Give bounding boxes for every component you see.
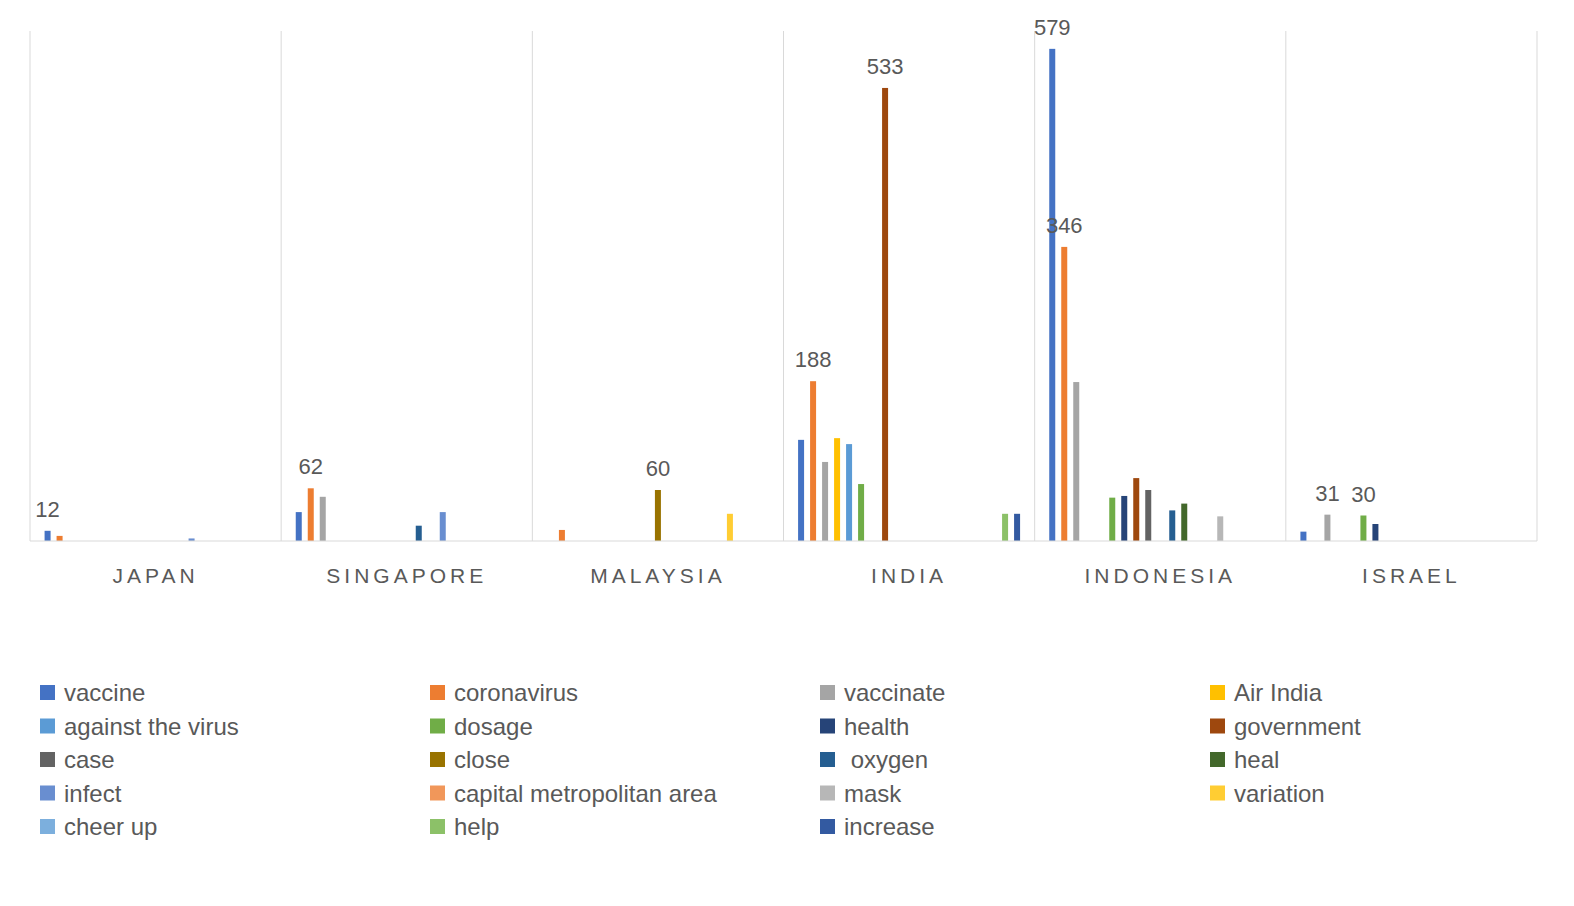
data-labels: 12 579 62 188 346 31 30 533 60 [35,15,1375,522]
bar [1121,496,1127,541]
legend-swatch [430,786,445,801]
chart: 12 579 62 188 346 31 30 533 60 JAPAN SINGAPORE MALA… [0,0,1574,906]
legend-swatch [40,786,55,801]
data-label: 12 [35,497,59,522]
legend-swatch [430,819,445,834]
legend-swatch [1210,685,1225,700]
legend-swatch [820,786,835,801]
bar [1181,504,1187,541]
category-separator [281,31,282,541]
category-separator [783,31,784,541]
legend-label: health [844,713,909,740]
category-separator [30,31,31,541]
legend-label: vaccine [64,679,145,706]
bar [846,444,852,541]
legend-label: dosage [454,713,533,740]
bar [1002,514,1008,541]
legend-label: government [1234,713,1361,740]
data-label: 62 [299,454,323,479]
legend-label: help [454,813,499,840]
bars [45,49,1379,541]
legend-swatch [820,719,835,734]
category-separator [532,31,533,541]
legend-label: capital metropolitan area [454,780,717,807]
bar [810,381,816,541]
bar [1145,490,1151,541]
category-separator [1537,31,1538,541]
legend-swatch [40,685,55,700]
bar [1372,524,1378,541]
bar [440,512,446,541]
legend-swatch [820,819,835,834]
category-label: ISRAEL [1362,564,1461,587]
bar [882,88,888,541]
legend-swatch [40,752,55,767]
data-label: 346 [1046,213,1083,238]
bar [308,488,314,541]
legend: vaccine coronavirus vaccinate Air India agai… [40,679,1361,840]
bar [1049,49,1055,541]
bar [655,490,661,541]
bar [1360,516,1366,542]
category-label: INDIA [871,564,947,587]
legend-label: close [454,746,510,773]
bar [320,497,326,541]
bar [1324,515,1330,541]
legend-label: infect [64,780,122,807]
legend-label: oxygen [844,746,928,773]
bar [1133,478,1139,541]
category-label: INDONESIA [1084,564,1236,587]
bar [1217,516,1223,541]
bar [1014,514,1020,541]
category-separator [1285,31,1286,541]
bar [1061,247,1067,541]
x-axis [30,541,1537,542]
legend-label: against the virus [64,713,239,740]
data-label: 31 [1315,481,1339,506]
legend-label: cheer up [64,813,157,840]
data-label: 188 [795,347,832,372]
legend-swatch [820,685,835,700]
legend-swatch [40,819,55,834]
bar [822,462,828,541]
legend-swatch [820,752,835,767]
legend-swatch [1210,719,1225,734]
bar [57,536,63,541]
bar [834,438,840,541]
legend-swatch [430,752,445,767]
bar [1169,510,1175,541]
legend-swatch [1210,752,1225,767]
category-label: MALAYSIA [590,564,725,587]
legend-label: case [64,746,115,773]
category-separator [1034,31,1035,541]
legend-swatch [430,685,445,700]
bar [798,440,804,541]
bar [416,526,422,541]
legend-label: heal [1234,746,1279,773]
bar [45,531,51,541]
bar [559,530,565,541]
data-label: 579 [1034,15,1071,40]
bar [858,484,864,541]
legend-label: coronavirus [454,679,578,706]
data-label: 60 [646,456,670,481]
legend-label: vaccinate [844,679,945,706]
legend-label: mask [844,780,902,807]
data-label: 30 [1351,482,1375,507]
legend-label: increase [844,813,935,840]
legend-swatch [40,719,55,734]
bar [727,514,733,541]
bar [1109,498,1115,541]
legend-swatch [1210,786,1225,801]
data-label: 533 [867,54,904,79]
legend-swatch [430,719,445,734]
legend-label: Air India [1234,679,1323,706]
legend-label: variation [1234,780,1325,807]
bar [1300,532,1306,541]
category-label: JAPAN [113,564,199,587]
bar [1073,382,1079,541]
bar [296,512,302,541]
category-label: SINGAPORE [326,564,487,587]
